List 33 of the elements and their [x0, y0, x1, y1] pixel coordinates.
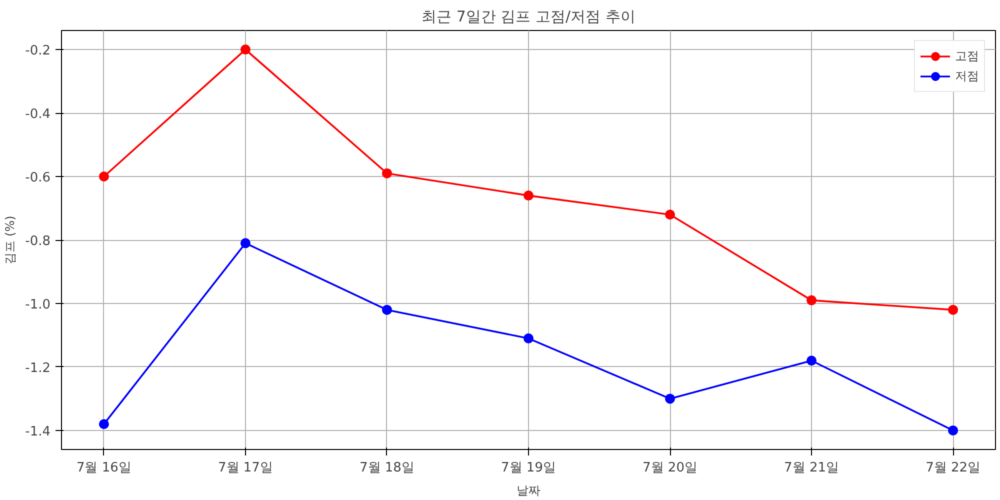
x-tick-label: 7월 22일 — [926, 460, 981, 476]
y-tick-label: -0.4 — [25, 107, 51, 122]
point — [948, 425, 958, 436]
y-tick-label: -0.6 — [25, 170, 51, 186]
y-tick-label: -0.2 — [25, 44, 51, 59]
legend-label: 저점 — [955, 68, 979, 84]
point — [948, 304, 958, 315]
x-tick-label: 7월 16일 — [76, 460, 132, 476]
x-tick-label: 7월 19일 — [501, 460, 556, 476]
y-tick-label: -0.8 — [25, 234, 51, 249]
point — [806, 356, 817, 366]
point — [98, 172, 109, 182]
point — [524, 190, 534, 201]
point — [382, 168, 392, 178]
point — [665, 394, 676, 404]
chart-title: 최근 7일간 김프 고점/저점 추이 — [422, 8, 636, 26]
y-tick-label: -1.4 — [25, 424, 51, 440]
point — [240, 44, 250, 55]
point — [524, 333, 534, 344]
y-axis-title: 김프 (%) — [3, 216, 18, 264]
x-tick-label: 7월 21일 — [784, 460, 840, 476]
point — [98, 419, 109, 430]
y-tick-label: -1.0 — [25, 297, 51, 312]
y-tick-label: -1.2 — [25, 360, 51, 376]
point — [806, 295, 817, 306]
point — [665, 210, 676, 220]
point — [382, 304, 392, 315]
x-tick-label: 7월 18일 — [360, 460, 414, 476]
x-tick-label: 7월 17일 — [218, 460, 273, 476]
legend-label: 고점 — [955, 48, 979, 64]
x-axis-title: 날짜 — [516, 484, 540, 498]
point — [240, 238, 250, 248]
x-tick-label: 7월 20일 — [642, 460, 698, 476]
